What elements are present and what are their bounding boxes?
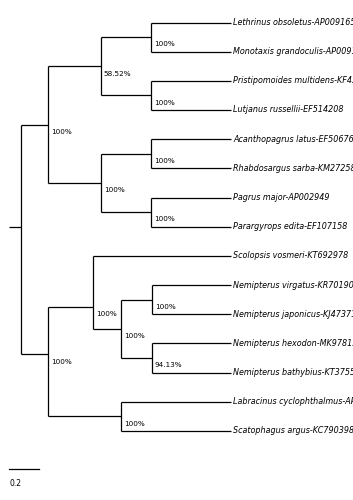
- Text: Nemipterus bathybius-KT375565: Nemipterus bathybius-KT375565: [233, 368, 353, 377]
- Text: Nemipterus virgatus-KR701906: Nemipterus virgatus-KR701906: [233, 280, 353, 289]
- Text: 94.13%: 94.13%: [155, 362, 183, 368]
- Text: 100%: 100%: [124, 333, 144, 339]
- Text: 100%: 100%: [124, 420, 144, 426]
- Text: Nemipterus japonicus-KJ473717: Nemipterus japonicus-KJ473717: [233, 310, 353, 318]
- Text: 100%: 100%: [51, 129, 71, 135]
- Text: Acanthopagrus latus-EF506764: Acanthopagrus latus-EF506764: [233, 134, 353, 143]
- Text: 100%: 100%: [104, 188, 125, 194]
- Text: 100%: 100%: [154, 158, 174, 164]
- Text: Monotaxis grandoculis-AP009166: Monotaxis grandoculis-AP009166: [233, 47, 353, 56]
- Text: 0.2: 0.2: [9, 479, 21, 488]
- Text: Scatophagus argus-KC790398: Scatophagus argus-KC790398: [233, 426, 353, 436]
- Text: Rhabdosargus sarba-KM272585: Rhabdosargus sarba-KM272585: [233, 164, 353, 173]
- Text: Parargyrops edita-EF107158: Parargyrops edita-EF107158: [233, 222, 348, 231]
- Text: 100%: 100%: [96, 311, 117, 318]
- Text: Lethrinus obsoletus-AP009165: Lethrinus obsoletus-AP009165: [233, 18, 353, 27]
- Text: Pagrus major-AP002949: Pagrus major-AP002949: [233, 193, 330, 202]
- Text: 100%: 100%: [155, 304, 175, 310]
- Text: Scolopsis vosmeri-KT692978: Scolopsis vosmeri-KT692978: [233, 252, 349, 260]
- Text: Lutjanus russellii-EF514208: Lutjanus russellii-EF514208: [233, 106, 344, 114]
- Text: 58.52%: 58.52%: [104, 70, 131, 76]
- Text: 100%: 100%: [154, 100, 174, 106]
- Text: Labracinus cyclophthalmus-AP009125: Labracinus cyclophthalmus-AP009125: [233, 397, 353, 406]
- Text: 100%: 100%: [154, 42, 174, 48]
- Text: 100%: 100%: [154, 216, 174, 222]
- Text: Nemipterus hexodon-MK978155: Nemipterus hexodon-MK978155: [233, 339, 353, 348]
- Text: 100%: 100%: [51, 358, 71, 364]
- Text: Pristipomoides multidens-KF430626: Pristipomoides multidens-KF430626: [233, 76, 353, 86]
